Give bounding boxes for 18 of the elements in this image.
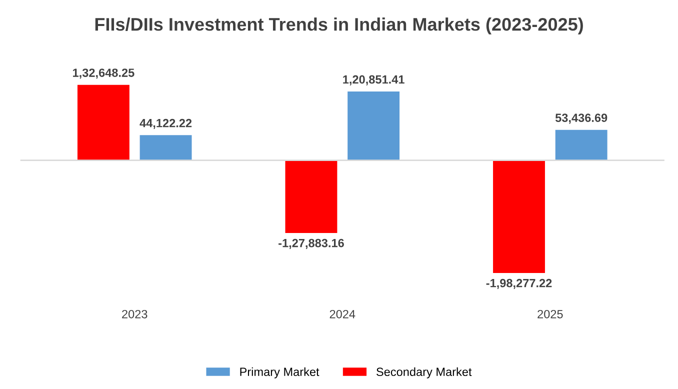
data-label: 1,32,648.25 — [73, 68, 134, 79]
bar — [555, 130, 608, 160]
bar — [140, 135, 192, 160]
data-label: -1,98,277.22 — [486, 278, 552, 289]
bar — [348, 92, 400, 160]
data-label: 1,20,851.41 — [343, 75, 404, 86]
bar — [493, 160, 545, 274]
chart-title: FIIs/DIIs Investment Trends in Indian Markets (2023-2025) — [95, 18, 583, 34]
x-tick-label: 2024 — [330, 310, 356, 318]
data-label: 53,436.69 — [555, 114, 608, 124]
legend-label: Primary Market — [240, 367, 320, 378]
data-label: 44,122.22 — [140, 118, 192, 129]
bar — [77, 84, 130, 160]
bar — [285, 160, 338, 234]
legend-label: Secondary Market — [376, 367, 472, 378]
x-tick-label: 2025 — [538, 310, 563, 318]
data-label: -1,27,883.16 — [278, 238, 344, 249]
x-tick-label: 2023 — [122, 310, 148, 318]
